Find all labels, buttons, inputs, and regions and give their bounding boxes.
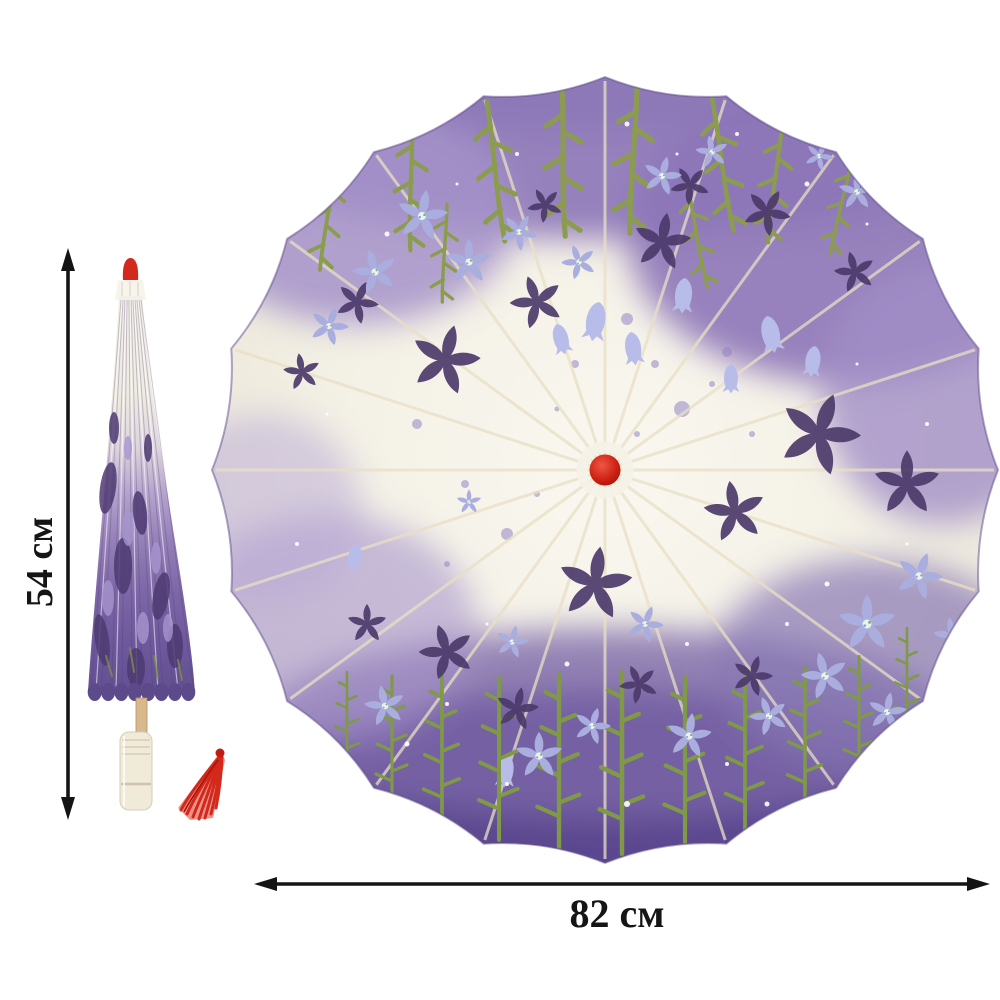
red-tassel (178, 748, 225, 821)
arrow-head-left (254, 877, 277, 891)
arrow-head-down (61, 797, 75, 820)
height-dimension-arrow (61, 248, 75, 820)
folded-canopy (87, 296, 196, 701)
red-hub (589, 454, 621, 486)
width-dimension-arrow (254, 877, 990, 891)
arrow-head-right (967, 877, 990, 891)
scalloped-hem (87, 683, 196, 701)
center-hub (576, 441, 634, 499)
watercolor-speckles (412, 313, 755, 567)
wooden-shaft (135, 697, 148, 735)
red-finial (122, 258, 139, 280)
open-parasol-image (211, 76, 999, 864)
width-dimension-label: 82 см (569, 891, 665, 936)
sparkle-dots (295, 121, 929, 807)
closed-parasol-image (87, 258, 225, 821)
height-dimension-label: 54 см (19, 516, 61, 608)
handle (119, 731, 153, 811)
arrow-head-up (61, 248, 75, 271)
